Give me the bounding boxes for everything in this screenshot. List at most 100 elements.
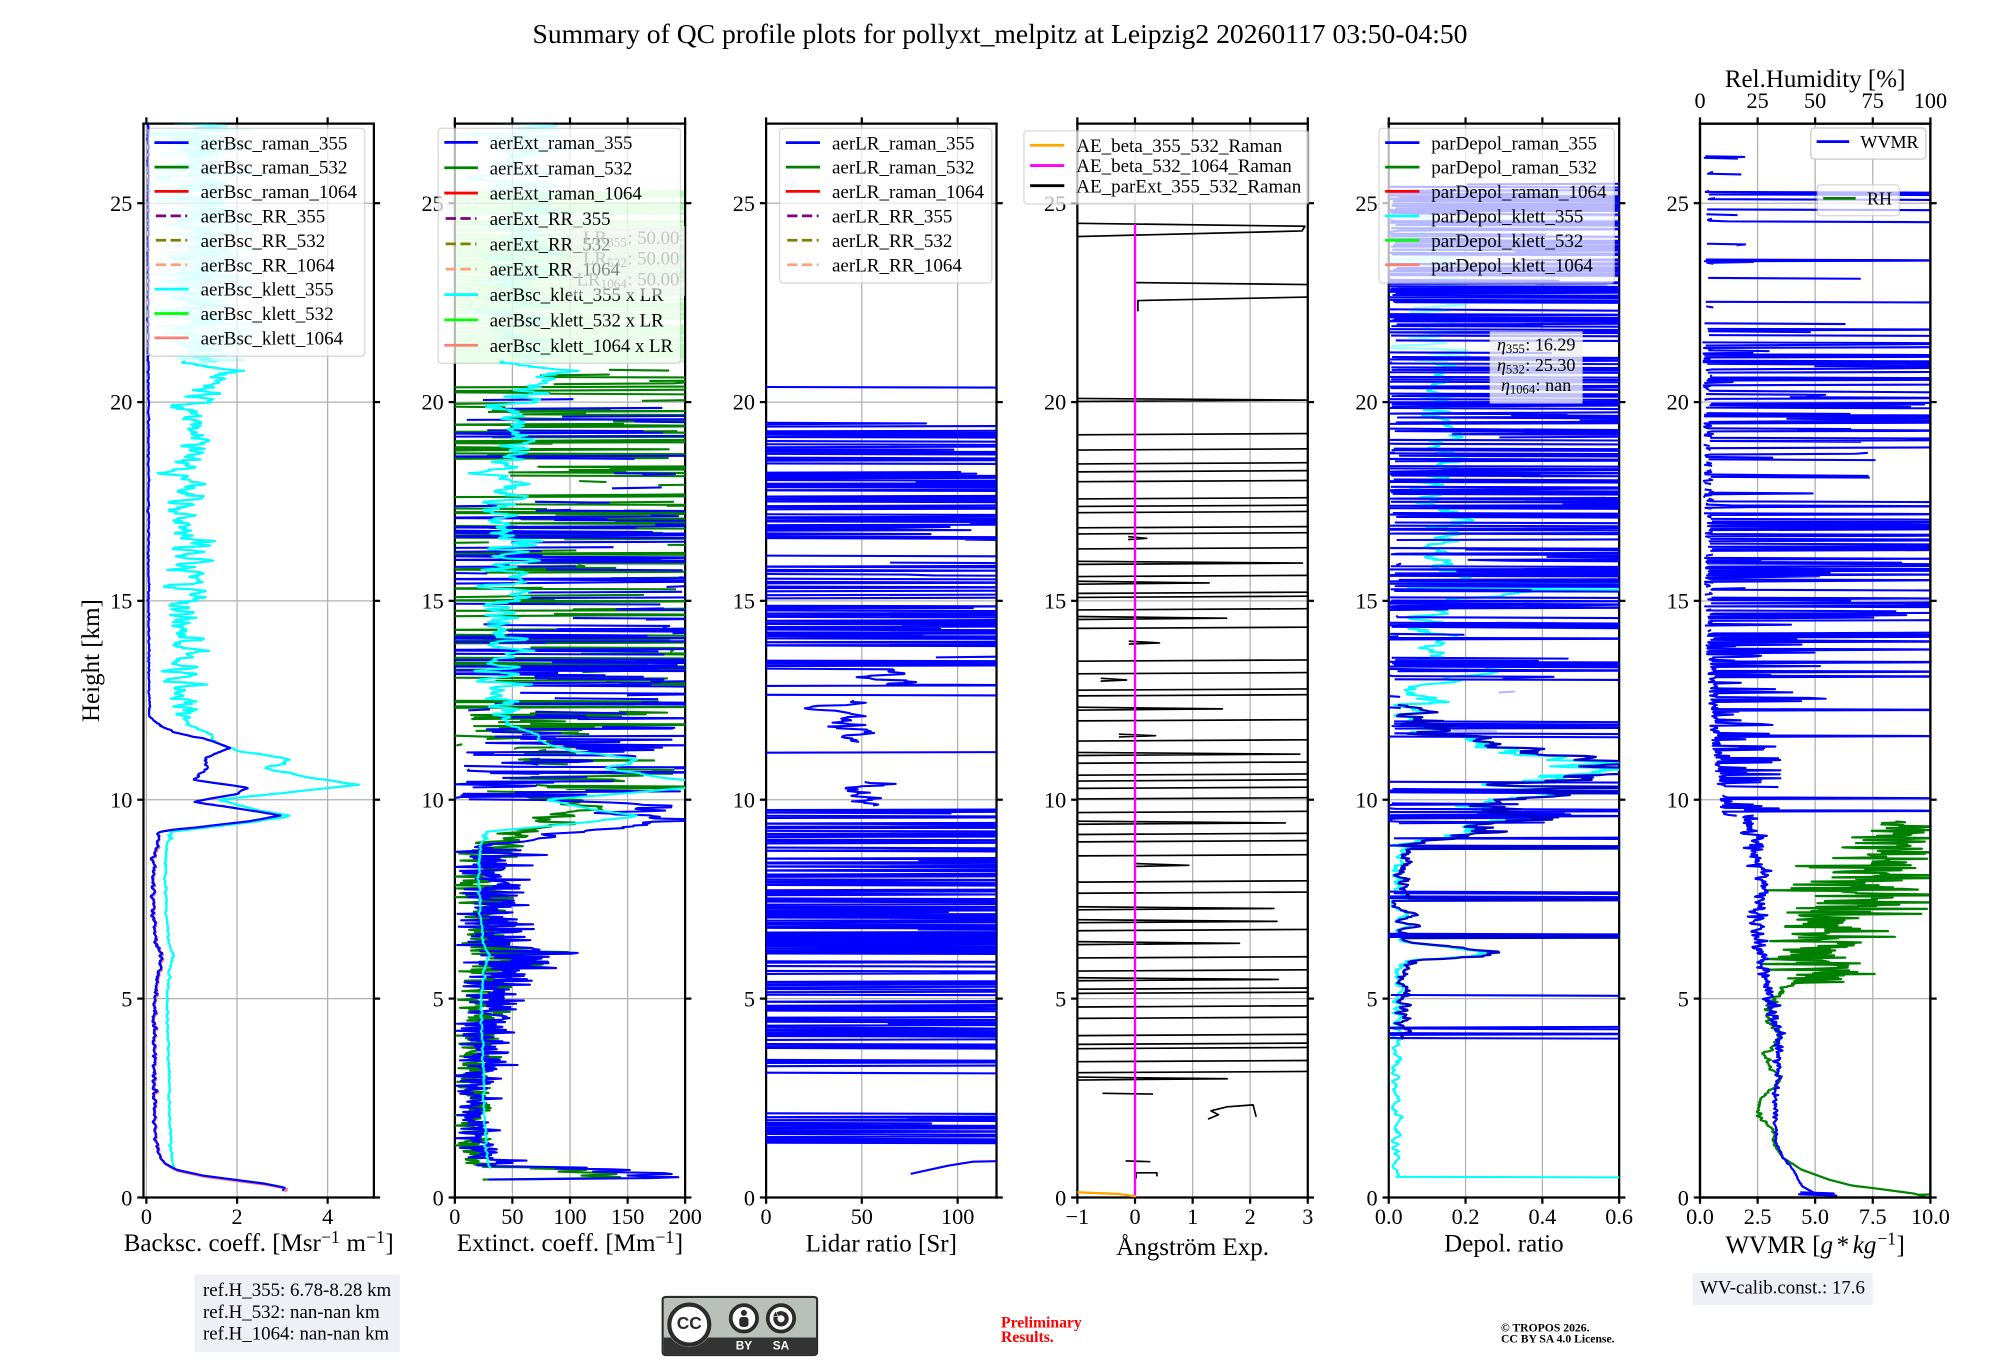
svg-text:aerLR_raman_532: aerLR_raman_532 bbox=[832, 158, 975, 179]
svg-text:0.6: 0.6 bbox=[1605, 1204, 1633, 1229]
svg-text:Lidar ratio [Sr]: Lidar ratio [Sr] bbox=[806, 1231, 957, 1258]
svg-text:0.4: 0.4 bbox=[1528, 1204, 1556, 1229]
svg-text:aerBsc_klett_355: aerBsc_klett_355 bbox=[201, 280, 334, 301]
svg-text:Results.: Results. bbox=[1001, 1329, 1054, 1346]
svg-text:100: 100 bbox=[1914, 88, 1947, 113]
svg-text:B a c k: B a c k s c . c o e f f . [ M s r m ] − bbox=[124, 1223, 400, 1257]
svg-text:20: 20 bbox=[1667, 390, 1689, 415]
svg-text:0: 0 bbox=[1055, 1185, 1066, 1210]
svg-text:L R :: L R : 5 0 . 0 0 3 5 5 bbox=[583, 224, 685, 252]
svg-text:RH: RH bbox=[1867, 189, 1892, 209]
svg-text:0: 0 bbox=[1367, 1185, 1378, 1210]
svg-text:5: 5 bbox=[744, 986, 755, 1011]
svg-text:WVMR: WVMR bbox=[1860, 132, 1919, 152]
svg-text:CC: CC bbox=[677, 1313, 703, 1333]
svg-text:aerExt_RR_355: aerExt_RR_355 bbox=[490, 209, 611, 230]
svg-text:75: 75 bbox=[1862, 88, 1884, 113]
svg-text:AE_parExt_355_532_Raman: AE_parExt_355_532_Raman bbox=[1076, 176, 1301, 197]
svg-text:50: 50 bbox=[501, 1204, 523, 1229]
svg-text:η 1 0 6: η 1 0 6 4 : n a n bbox=[1501, 371, 1571, 398]
svg-text:BY: BY bbox=[736, 1339, 753, 1353]
svg-text:20: 20 bbox=[733, 390, 755, 415]
svg-text:15: 15 bbox=[1355, 589, 1377, 614]
svg-text:5: 5 bbox=[121, 986, 132, 1011]
svg-text:7.5: 7.5 bbox=[1859, 1204, 1887, 1229]
svg-text:ref.H_532: nan-nan km: ref.H_532: nan-nan km bbox=[203, 1302, 380, 1323]
svg-text:L R :: L R : 5 0 . 0 0 5 3 2 bbox=[583, 245, 685, 273]
svg-text:15: 15 bbox=[422, 589, 444, 614]
svg-text:parDepol_raman_355: parDepol_raman_355 bbox=[1431, 133, 1597, 154]
svg-text:5: 5 bbox=[1678, 986, 1689, 1011]
svg-text:aerLR_raman_355: aerLR_raman_355 bbox=[832, 133, 975, 154]
svg-text:20: 20 bbox=[1044, 390, 1066, 415]
svg-text:aerLR_raman_1064: aerLR_raman_1064 bbox=[832, 182, 985, 203]
svg-text:5: 5 bbox=[1367, 986, 1378, 1011]
svg-text:Preliminary: Preliminary bbox=[1001, 1315, 1082, 1332]
svg-text:AE_beta_532_1064_Raman: AE_beta_532_1064_Raman bbox=[1076, 156, 1292, 177]
svg-text:5: 5 bbox=[1055, 986, 1066, 1011]
svg-text:L R :: L R : 5 0 . 0 0 1 0 6 4 bbox=[577, 266, 685, 294]
svg-text:25: 25 bbox=[1747, 88, 1769, 113]
svg-text:parDepol_klett_1064: parDepol_klett_1064 bbox=[1431, 255, 1593, 276]
svg-text:2: 2 bbox=[232, 1204, 243, 1229]
svg-text:aerBsc_raman_355: aerBsc_raman_355 bbox=[201, 133, 348, 154]
svg-text:W V M R: W V M R [ * ] g k g − 1 bbox=[1725, 1225, 1910, 1259]
svg-text:20: 20 bbox=[110, 390, 132, 415]
svg-text:25: 25 bbox=[733, 191, 755, 216]
svg-text:parDepol_raman_532: parDepol_raman_532 bbox=[1431, 158, 1597, 179]
svg-text:parDepol_klett_355: parDepol_klett_355 bbox=[1431, 206, 1583, 227]
svg-text:1: 1 bbox=[1187, 1204, 1198, 1229]
svg-text:0: 0 bbox=[744, 1185, 755, 1210]
svg-text:aerBsc_RR_1064: aerBsc_RR_1064 bbox=[201, 255, 336, 276]
svg-text:5.0: 5.0 bbox=[1801, 1204, 1829, 1229]
svg-text:aerLR_RR_355: aerLR_RR_355 bbox=[832, 206, 952, 227]
svg-text:ref.H_355: 6.78-8.28 km: ref.H_355: 6.78-8.28 km bbox=[203, 1280, 392, 1301]
svg-text:20: 20 bbox=[422, 390, 444, 415]
svg-text:15: 15 bbox=[733, 589, 755, 614]
svg-text:15: 15 bbox=[110, 589, 132, 614]
svg-text:Summary of QC profile plots fo: Summary of QC profile plots for pollyxt_… bbox=[532, 18, 1467, 49]
svg-text:aerBsc_RR_532: aerBsc_RR_532 bbox=[201, 231, 326, 252]
svg-text:25: 25 bbox=[110, 191, 132, 216]
svg-text:Height [km]: Height [km] bbox=[78, 599, 105, 722]
svg-text:100: 100 bbox=[553, 1204, 586, 1229]
svg-text:50: 50 bbox=[851, 1204, 873, 1229]
svg-text:parDepol_klett_532: parDepol_klett_532 bbox=[1431, 231, 1583, 252]
svg-text:10: 10 bbox=[1044, 788, 1066, 813]
svg-text:0: 0 bbox=[449, 1204, 460, 1229]
svg-text:0: 0 bbox=[761, 1204, 772, 1229]
svg-text:10: 10 bbox=[733, 788, 755, 813]
svg-text:10: 10 bbox=[1667, 788, 1689, 813]
svg-text:aerBsc_raman_1064: aerBsc_raman_1064 bbox=[201, 182, 358, 203]
svg-text:10: 10 bbox=[422, 788, 444, 813]
svg-text:10: 10 bbox=[110, 788, 132, 813]
svg-text:ref.H_1064: nan-nan km: ref.H_1064: nan-nan km bbox=[203, 1324, 389, 1345]
svg-text:5: 5 bbox=[433, 986, 444, 1011]
svg-text:200: 200 bbox=[668, 1204, 701, 1229]
svg-text:aerExt_raman_532: aerExt_raman_532 bbox=[490, 158, 633, 179]
svg-text:aerLR_RR_532: aerLR_RR_532 bbox=[832, 231, 952, 252]
svg-text:WV-calib.const.: 17.6: WV-calib.const.: 17.6 bbox=[1700, 1278, 1865, 1299]
svg-text:Depol. ratio: Depol. ratio bbox=[1444, 1231, 1563, 1258]
svg-text:aerBsc_RR_355: aerBsc_RR_355 bbox=[201, 206, 326, 227]
svg-text:SA: SA bbox=[773, 1339, 790, 1353]
svg-text:E x t i: E x t i n c t . c o e f f . [ M m ] − 1 bbox=[457, 1223, 689, 1257]
svg-text:15: 15 bbox=[1044, 589, 1066, 614]
svg-text:50: 50 bbox=[1804, 88, 1826, 113]
svg-text:0: 0 bbox=[1129, 1204, 1140, 1229]
svg-text:0.2: 0.2 bbox=[1452, 1204, 1480, 1229]
svg-text:10.0: 10.0 bbox=[1911, 1204, 1950, 1229]
svg-text:aerBsc_klett_532: aerBsc_klett_532 bbox=[201, 304, 334, 325]
svg-text:2.5: 2.5 bbox=[1744, 1204, 1772, 1229]
svg-text:2: 2 bbox=[1245, 1204, 1256, 1229]
svg-text:0: 0 bbox=[1678, 1185, 1689, 1210]
svg-text:0: 0 bbox=[1694, 88, 1705, 113]
svg-text:−1: −1 bbox=[1066, 1204, 1090, 1229]
svg-text:aerExt_raman_355: aerExt_raman_355 bbox=[490, 133, 633, 154]
svg-text:AE_beta_355_532_Raman: AE_beta_355_532_Raman bbox=[1076, 136, 1282, 157]
svg-text:25: 25 bbox=[1667, 191, 1689, 216]
svg-text:0: 0 bbox=[121, 1185, 132, 1210]
svg-text:10: 10 bbox=[1355, 788, 1377, 813]
svg-text:CC BY SA 4.0 License.: CC BY SA 4.0 License. bbox=[1501, 1332, 1615, 1345]
svg-text:aerBsc_klett_1064 x LR: aerBsc_klett_1064 x LR bbox=[490, 336, 674, 357]
